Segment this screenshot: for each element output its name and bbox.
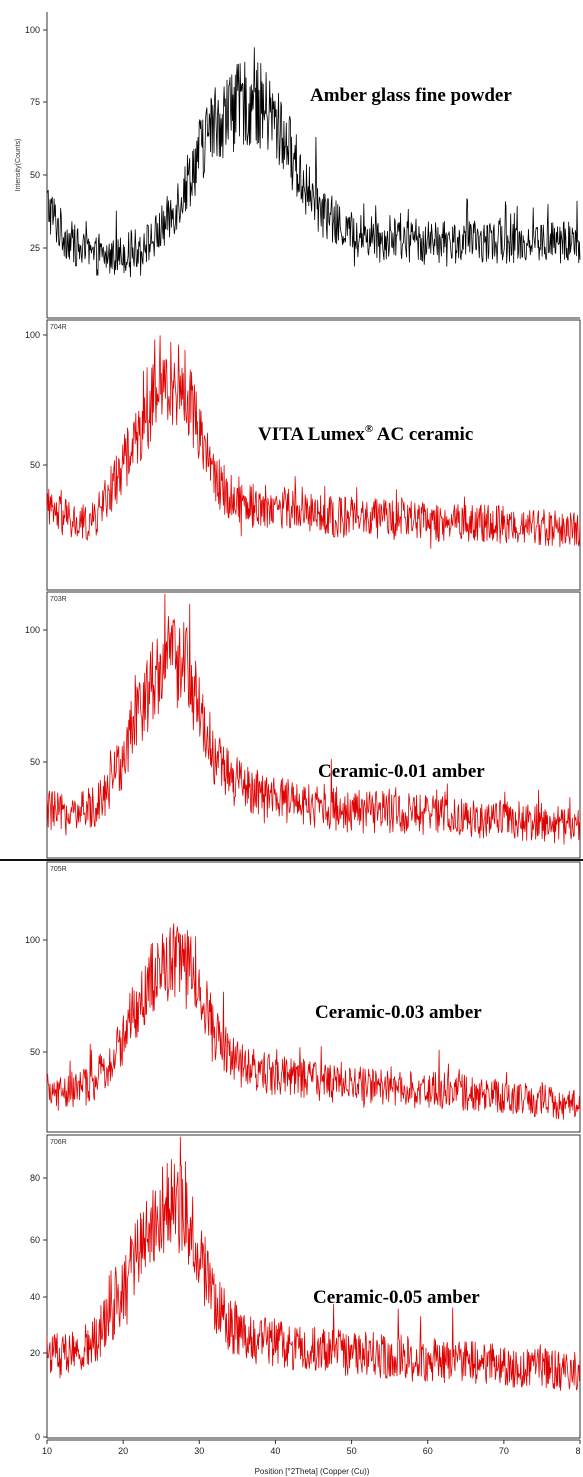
sample-label: Ceramic-0.05 amber xyxy=(313,1287,480,1308)
diffraction-trace xyxy=(46,335,581,549)
panel-frame xyxy=(46,861,581,1133)
x-tick-label: 10 xyxy=(42,1446,52,1456)
panel-frame xyxy=(46,1134,581,1439)
panel-id: 704R xyxy=(50,324,67,331)
sample-label: Ceramic-0.01 amber xyxy=(318,761,485,782)
panel-frame xyxy=(46,319,581,591)
panel-2: 100 50 704R VITA Lumex® AC ceramic xyxy=(25,319,581,591)
y-tick-label: 50 xyxy=(30,757,40,767)
panel-3: 100 50 703R Ceramic-0.01 amber xyxy=(25,591,581,859)
y-tick-label: 80 xyxy=(30,1173,40,1183)
x-tick-label: 70 xyxy=(499,1446,509,1456)
y-tick-label: 40 xyxy=(30,1292,40,1302)
x-tick-label: 8 xyxy=(575,1446,580,1456)
panel-4: 100 50 705R Ceramic-0.03 amber xyxy=(25,861,581,1133)
x-axis-label: Position [°2Theta] (Copper (Cu)) xyxy=(255,1467,370,1476)
sample-label: Ceramic-0.03 amber xyxy=(315,1002,482,1023)
y-tick-label: 100 xyxy=(25,935,40,945)
sample-label-main: VITA Lumex xyxy=(258,424,365,445)
y-tick-label: 0 xyxy=(35,1432,40,1442)
x-tick-label: 40 xyxy=(270,1446,280,1456)
y-tick-label: 100 xyxy=(25,25,40,35)
y-tick-label: 20 xyxy=(30,1348,40,1358)
x-tick-label: 20 xyxy=(118,1446,128,1456)
y-tick-label: 50 xyxy=(30,170,40,180)
panel-id: 705R xyxy=(50,866,67,873)
y-tick-label: 60 xyxy=(30,1235,40,1245)
diffraction-trace xyxy=(46,923,581,1120)
y-tick-label: 50 xyxy=(30,1047,40,1057)
y-tick-label: 100 xyxy=(25,625,40,635)
y-tick-label: 25 xyxy=(30,243,40,253)
sample-label: Amber glass fine powder xyxy=(310,85,512,106)
panel-id: 703R xyxy=(50,596,67,603)
panel-1: 100 75 50 25 Intensity(Counts) Amber glass fi… xyxy=(15,12,581,319)
registered-mark: ® xyxy=(365,423,373,435)
panel-5: 80 60 40 20 0 706R Ceramic-0.05 amber xyxy=(30,1134,581,1442)
x-tick-label: 60 xyxy=(423,1446,433,1456)
y-tick-label: 100 xyxy=(25,330,40,340)
sample-label-tail: AC ceramic xyxy=(373,424,473,445)
y-axis-label: Intensity(Counts) xyxy=(15,139,22,192)
y-tick-label: 75 xyxy=(30,97,40,107)
diffraction-trace xyxy=(46,1136,581,1391)
panel-id: 706R xyxy=(50,1139,67,1146)
diffraction-trace xyxy=(46,47,581,278)
sample-label: VITA Lumex® AC ceramic xyxy=(258,423,473,445)
x-tick-label: 30 xyxy=(194,1446,204,1456)
y-tick-label: 50 xyxy=(30,460,40,470)
x-tick-label: 50 xyxy=(347,1446,357,1456)
panel-frame xyxy=(46,591,581,859)
diffraction-trace xyxy=(46,593,581,845)
